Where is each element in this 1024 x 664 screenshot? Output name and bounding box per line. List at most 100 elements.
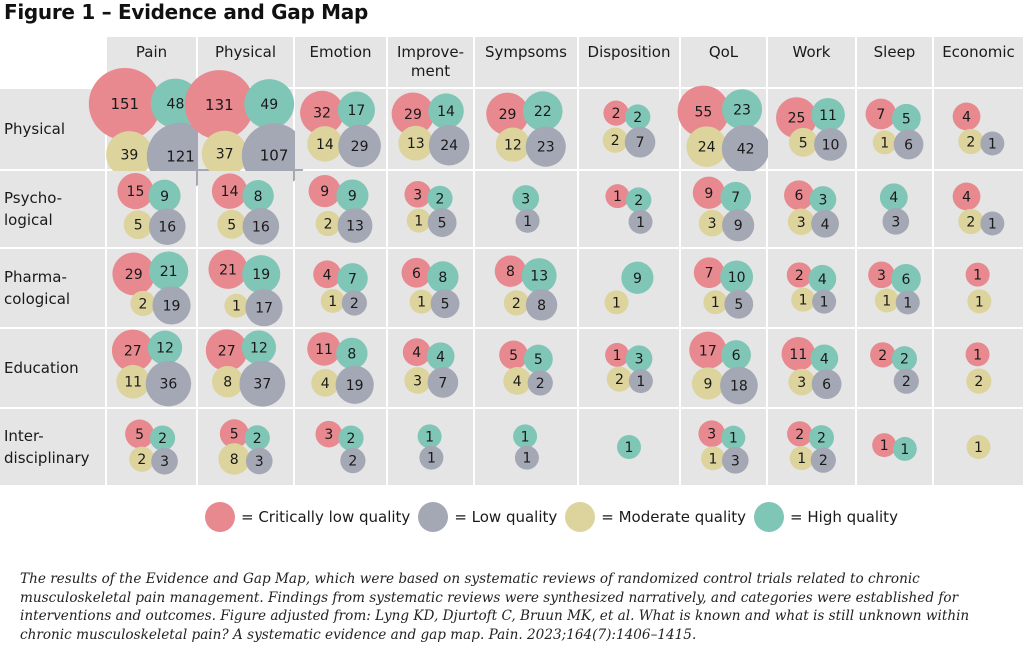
row-header-psychological	[0, 171, 105, 247]
row-header-interdisciplinary	[0, 409, 105, 485]
column-header-label: Pain	[136, 43, 167, 61]
bubble-count: 8	[537, 298, 546, 314]
bubble-count: 2	[634, 193, 643, 209]
bubble-count: 7	[438, 375, 447, 391]
bubble-high	[338, 425, 364, 451]
legend-label-moderate: = Moderate quality	[601, 508, 747, 526]
legend-label-critically-low: = Critically low quality	[241, 508, 411, 526]
bubble-low	[514, 445, 539, 470]
bubble-count: 19	[346, 378, 364, 394]
bubble-count: 1	[425, 429, 434, 445]
bubble-low	[814, 127, 847, 161]
bubble-critically-low	[117, 173, 154, 210]
bubble-count: 3	[797, 375, 806, 391]
map-cell: 5 22 3	[107, 409, 196, 485]
bubble-low	[720, 366, 758, 405]
bubble-low	[341, 290, 367, 316]
bubble-count: 17	[699, 343, 717, 359]
cell-background	[475, 249, 577, 327]
bubble-high	[513, 424, 538, 449]
bubble-low	[893, 368, 919, 394]
bubble-count: 9	[633, 271, 642, 287]
map-cell: 4 43 7	[388, 329, 473, 407]
bubble-count: 2	[966, 214, 975, 230]
map-cell: 17 6 9 18	[681, 329, 766, 407]
bubble-count: 9	[734, 218, 743, 234]
bubble-count: 2	[612, 106, 621, 122]
bubble-count: 131	[205, 96, 234, 114]
bubble-count: 3	[819, 192, 828, 208]
bubble-critically-low	[605, 184, 630, 209]
bubble-count: 2	[350, 296, 359, 312]
bubble-count: 29	[125, 267, 143, 283]
cell-background	[934, 171, 1023, 247]
bubble-low	[337, 208, 373, 243]
bubble-count: 3	[413, 373, 422, 389]
cell-background	[857, 89, 932, 169]
bubble-count: 4	[323, 267, 332, 283]
bubble-count: 1	[613, 348, 622, 364]
bubble-count: 14	[221, 184, 239, 200]
bubble-count: 1	[900, 442, 909, 458]
bubble-critically-low	[404, 181, 432, 208]
bubble-low	[628, 369, 653, 394]
bubble-critically-low	[965, 342, 990, 367]
bubble-count: 3	[160, 454, 169, 470]
bubble-high	[811, 97, 845, 132]
bubble-critically-low	[315, 420, 343, 448]
bubble-count: 2	[817, 431, 826, 447]
bubble-critically-low	[88, 67, 161, 140]
column-header-emotion	[295, 37, 386, 87]
column-header-label: Economic	[942, 43, 1015, 61]
cell-background	[295, 171, 386, 247]
bubble-count: 4	[889, 190, 898, 206]
bubble-moderate	[966, 368, 992, 394]
column-header-label: Emotion	[310, 43, 372, 61]
bubble-count: 11	[315, 342, 333, 358]
bubble-high	[241, 330, 277, 365]
bubble-count: 1	[988, 136, 997, 152]
bubble-high	[720, 181, 752, 213]
bubble-count: 2	[139, 296, 148, 312]
bubble-count: 29	[499, 107, 517, 123]
bubble-count: 14	[437, 104, 455, 120]
map-cell: 27 12 11 36	[107, 329, 196, 407]
column-header-disposition	[579, 37, 679, 87]
bubble-count: 2	[512, 296, 521, 312]
bubble-high	[810, 344, 839, 373]
bubble-count: 2	[878, 348, 887, 364]
bubble-count: 2	[902, 374, 911, 390]
bubble-count: 2	[348, 454, 357, 470]
cell-background	[198, 409, 293, 485]
bubble-moderate	[129, 446, 155, 472]
bubble-count: 1	[797, 451, 806, 467]
bubble-critically-low	[486, 92, 529, 136]
bubble-low	[427, 367, 459, 398]
map-cell: 14 8 5 16	[198, 171, 293, 247]
map-cell: 11	[388, 409, 473, 485]
bubble-critically-low	[952, 102, 981, 131]
bubble-count: 1	[523, 214, 532, 230]
column-header-economic	[934, 37, 1023, 87]
map-cell: 11	[475, 409, 577, 485]
bubble-count: 17	[255, 301, 273, 317]
bubble-count: 12	[250, 340, 268, 356]
bubble-low	[515, 208, 540, 233]
bubble-low	[148, 208, 186, 245]
bubble-low	[430, 289, 460, 319]
bubble-high	[621, 261, 654, 294]
bubble-high	[336, 179, 369, 212]
map-cell: 5 28 3	[198, 409, 293, 485]
map-cell: 11 43 6	[768, 329, 855, 407]
bubble-moderate	[503, 290, 529, 316]
bubble-count: 25	[788, 111, 806, 127]
bubble-high	[427, 261, 459, 293]
map-cell: 4 71 2	[295, 249, 386, 327]
bubble-count: 9	[704, 376, 713, 392]
bubble-count: 1	[903, 295, 912, 311]
legend-item-low: = Low quality	[418, 502, 557, 532]
bubble-low	[152, 286, 191, 325]
bubble-critically-low	[313, 260, 342, 289]
bubble-count: 2	[611, 133, 620, 149]
legend-swatch-critically-low	[205, 502, 235, 532]
